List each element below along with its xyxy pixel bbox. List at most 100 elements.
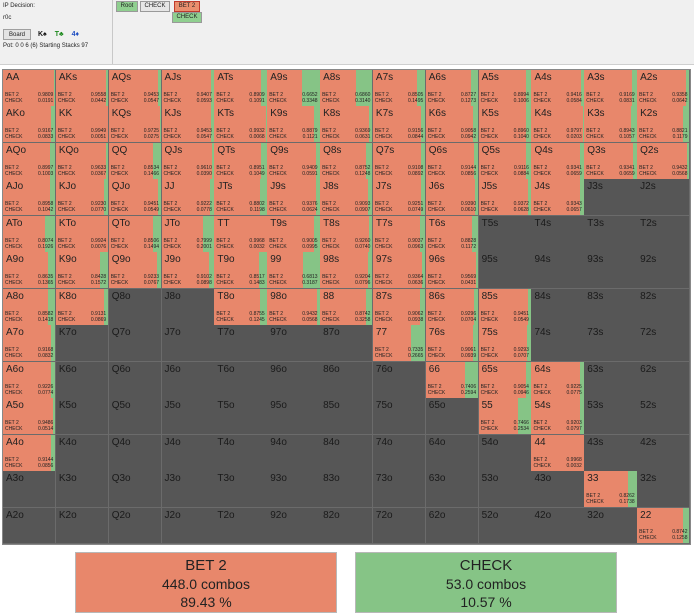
hand-cell[interactable]: T2s (637, 215, 691, 253)
hand-cell[interactable]: 52s (637, 398, 691, 436)
hand-cell[interactable]: 76o (372, 361, 427, 399)
hand-cell[interactable]: 72o (372, 507, 427, 545)
hand-cell[interactable]: 99 BET 2 0.6813 CHECK 0.3187 (267, 252, 321, 290)
hand-cell[interactable]: 54s BET 2 0.9203 CHECK 0.0797 (531, 398, 585, 436)
hand-cell[interactable]: J5o (161, 398, 215, 436)
hand-cell[interactable]: 85o (320, 398, 374, 436)
hand-cell[interactable]: T5s (478, 215, 532, 253)
hand-cell[interactable]: T6o (214, 361, 268, 399)
hand-cell[interactable]: 87s BET 2 0.9062 CHECK 0.0938 (372, 288, 427, 326)
hand-cell[interactable]: J8o (161, 288, 215, 326)
hand-cell[interactable]: AQs BET 2 0.9453 CHECK 0.0547 (108, 70, 163, 107)
hand-cell[interactable]: A6s BET 2 0.8727 CHECK 0.1273 (425, 70, 480, 107)
hand-cell[interactable]: T3o (214, 471, 268, 509)
hand-cell[interactable]: 77 BET 2 0.7335 CHECK 0.2665 (372, 325, 427, 363)
hand-cell[interactable]: J7s BET 2 0.9251 CHECK 0.0749 (372, 179, 427, 217)
hand-cell[interactable]: KJs BET 2 0.9453 CHECK 0.0547 (161, 106, 215, 144)
hand-cell[interactable]: A3s BET 2 0.9169 CHECK 0.0831 (584, 70, 638, 107)
hand-cell[interactable]: J5s BET 2 0.9372 CHECK 0.0628 (478, 179, 532, 217)
hand-cell[interactable]: K4s BET 2 0.9797 CHECK 0.0203 (531, 106, 585, 144)
hand-cell[interactable]: KQs BET 2 0.9725 CHECK 0.0275 (108, 106, 163, 144)
tree-node-check[interactable]: CHECK (140, 1, 170, 12)
hand-cell[interactable]: Q5o (108, 398, 163, 436)
hand-cell[interactable]: 72s (637, 325, 691, 363)
hand-cell[interactable]: Q6s BET 2 0.9144 CHECK 0.0856 (425, 142, 480, 180)
hand-cell[interactable]: JTo BET 2 0.7999 CHECK 0.2001 (161, 215, 215, 253)
hand-cell[interactable]: Q8o (108, 288, 163, 326)
hand-cell[interactable]: TT BET 2 0.9968 CHECK 0.0032 (214, 215, 268, 253)
hand-cell[interactable]: T5o (214, 398, 268, 436)
hand-cell[interactable]: 55 BET 2 0.7466 CHECK 0.2534 (478, 398, 532, 436)
hand-cell[interactable]: KK BET 2 0.9949 CHECK 0.0051 (55, 106, 110, 144)
hand-cell[interactable]: 93s (584, 252, 638, 290)
hand-cell[interactable]: Q4s BET 2 0.9341 CHECK 0.0659 (531, 142, 585, 180)
hand-cell[interactable]: 44 BET 2 0.9968 CHECK 0.0032 (531, 434, 585, 472)
hand-cell[interactable]: 73s (584, 325, 638, 363)
hand-cell[interactable]: AKo BET 2 0.9167 CHECK 0.0833 (3, 106, 57, 144)
hand-cell[interactable]: 97o (267, 325, 321, 363)
hand-cell[interactable]: T6s BET 2 0.8828 CHECK 0.1172 (425, 215, 480, 253)
hand-cell[interactable]: JTs BET 2 0.8802 CHECK 0.1198 (214, 179, 268, 217)
hand-cell[interactable]: JJ BET 2 0.9222 CHECK 0.0778 (161, 179, 215, 217)
hand-cell[interactable]: T2o (214, 507, 268, 545)
hand-cell[interactable]: 83s (584, 288, 638, 326)
hand-cell[interactable]: 66 BET 2 0.7406 CHECK 0.2594 (425, 361, 480, 399)
hand-cell[interactable]: 92s (637, 252, 691, 290)
hand-cell[interactable]: 62s (637, 361, 691, 399)
hand-cell[interactable]: K7s BET 2 0.9156 CHECK 0.0844 (372, 106, 427, 144)
hand-cell[interactable]: T4o (214, 434, 268, 472)
hand-cell[interactable]: A7s BET 2 0.8505 CHECK 0.1495 (372, 70, 427, 107)
hand-cell[interactable]: 84o (320, 434, 374, 472)
hand-cell[interactable]: 82s (637, 288, 691, 326)
hand-cell[interactable]: 64o (425, 434, 480, 472)
hand-cell[interactable]: J4o (161, 434, 215, 472)
hand-cell[interactable]: AJs BET 2 0.9407 CHECK 0.0593 (161, 70, 215, 107)
hand-cell[interactable]: J7o (161, 325, 215, 363)
hand-cell[interactable]: 32s (637, 471, 691, 509)
hand-cell[interactable]: A5o BET 2 0.9486 CHECK 0.0514 (3, 398, 57, 436)
hand-cell[interactable]: Q7o (108, 325, 163, 363)
hand-cell[interactable]: Q9s BET 2 0.9409 CHECK 0.0591 (267, 142, 321, 180)
hand-cell[interactable]: AA BET 2 0.9809 CHECK 0.0191 (3, 70, 57, 107)
hand-cell[interactable]: 93o (267, 471, 321, 509)
hand-cell[interactable]: 98s BET 2 0.9204 CHECK 0.0796 (320, 252, 374, 290)
hand-cell[interactable]: T9o BET 2 0.8517 CHECK 0.1483 (214, 252, 268, 290)
hand-cell[interactable]: 42o (531, 507, 585, 545)
hand-cell[interactable]: J4s BET 2 0.9343 CHECK 0.0657 (531, 179, 585, 217)
hand-cell[interactable]: 76s BET 2 0.9061 CHECK 0.0939 (425, 325, 480, 363)
hand-cell[interactable]: QTs BET 2 0.8951 CHECK 0.1049 (214, 142, 268, 180)
hand-cell[interactable]: 54o (478, 434, 532, 472)
hand-cell[interactable]: 75o (372, 398, 427, 436)
hand-cell[interactable]: 96s BET 2 0.9569 CHECK 0.0431 (425, 252, 480, 290)
hand-cell[interactable]: QQ BET 2 0.8534 CHECK 0.1466 (108, 142, 163, 180)
hand-cell[interactable]: 53s (584, 398, 638, 436)
hand-cell[interactable]: K6o (55, 361, 110, 399)
hand-cell[interactable]: ATo BET 2 0.8074 CHECK 0.1926 (3, 215, 57, 253)
hand-cell[interactable]: Q2s BET 2 0.9432 CHECK 0.0568 (637, 142, 691, 180)
hand-cell[interactable]: 73o (372, 471, 427, 509)
hand-cell[interactable]: K9s BET 2 0.8879 CHECK 0.1121 (267, 106, 321, 144)
hand-cell[interactable]: A2s BET 2 0.9358 CHECK 0.0642 (637, 70, 691, 107)
hand-cell[interactable]: KTo BET 2 0.9924 CHECK 0.0076 (55, 215, 110, 253)
hand-cell[interactable]: QJs BET 2 0.9610 CHECK 0.0390 (161, 142, 215, 180)
hand-cell[interactable]: J6s BET 2 0.9390 CHECK 0.0610 (425, 179, 480, 217)
hand-cell[interactable]: 65s BET 2 0.9054 CHECK 0.0946 (478, 361, 532, 399)
hand-cell[interactable]: 82o (320, 507, 374, 545)
hand-cell[interactable]: 63o (425, 471, 480, 509)
hand-cell[interactable]: 95s (478, 252, 532, 290)
hand-cell[interactable]: K5s BET 2 0.8960 CHECK 0.1040 (478, 106, 532, 144)
hand-cell[interactable]: 95o (267, 398, 321, 436)
hand-cell[interactable]: 33 BET 2 0.8262 CHECK 0.1738 (584, 471, 638, 509)
hand-cell[interactable]: 94o (267, 434, 321, 472)
hand-cell[interactable]: 97s BET 2 0.9364 CHECK 0.0636 (372, 252, 427, 290)
hand-cell[interactable]: K3s BET 2 0.8943 CHECK 0.1057 (584, 106, 638, 144)
hand-cell[interactable]: ATs BET 2 0.8909 CHECK 0.1091 (214, 70, 268, 107)
tree-node-root[interactable]: Root (116, 1, 138, 12)
hand-cell[interactable]: AJo BET 2 0.8958 CHECK 0.1042 (3, 179, 57, 217)
hand-cell[interactable]: 52o (478, 507, 532, 545)
hand-cell[interactable]: Q3s BET 2 0.9341 CHECK 0.0659 (584, 142, 638, 180)
hand-cell[interactable]: K6s BET 2 0.9058 CHECK 0.0942 (425, 106, 480, 144)
hand-cell[interactable]: K7o (55, 325, 110, 363)
hand-cell[interactable]: 83o (320, 471, 374, 509)
hand-cell[interactable]: 85s BET 2 0.9451 CHECK 0.0549 (478, 288, 532, 326)
